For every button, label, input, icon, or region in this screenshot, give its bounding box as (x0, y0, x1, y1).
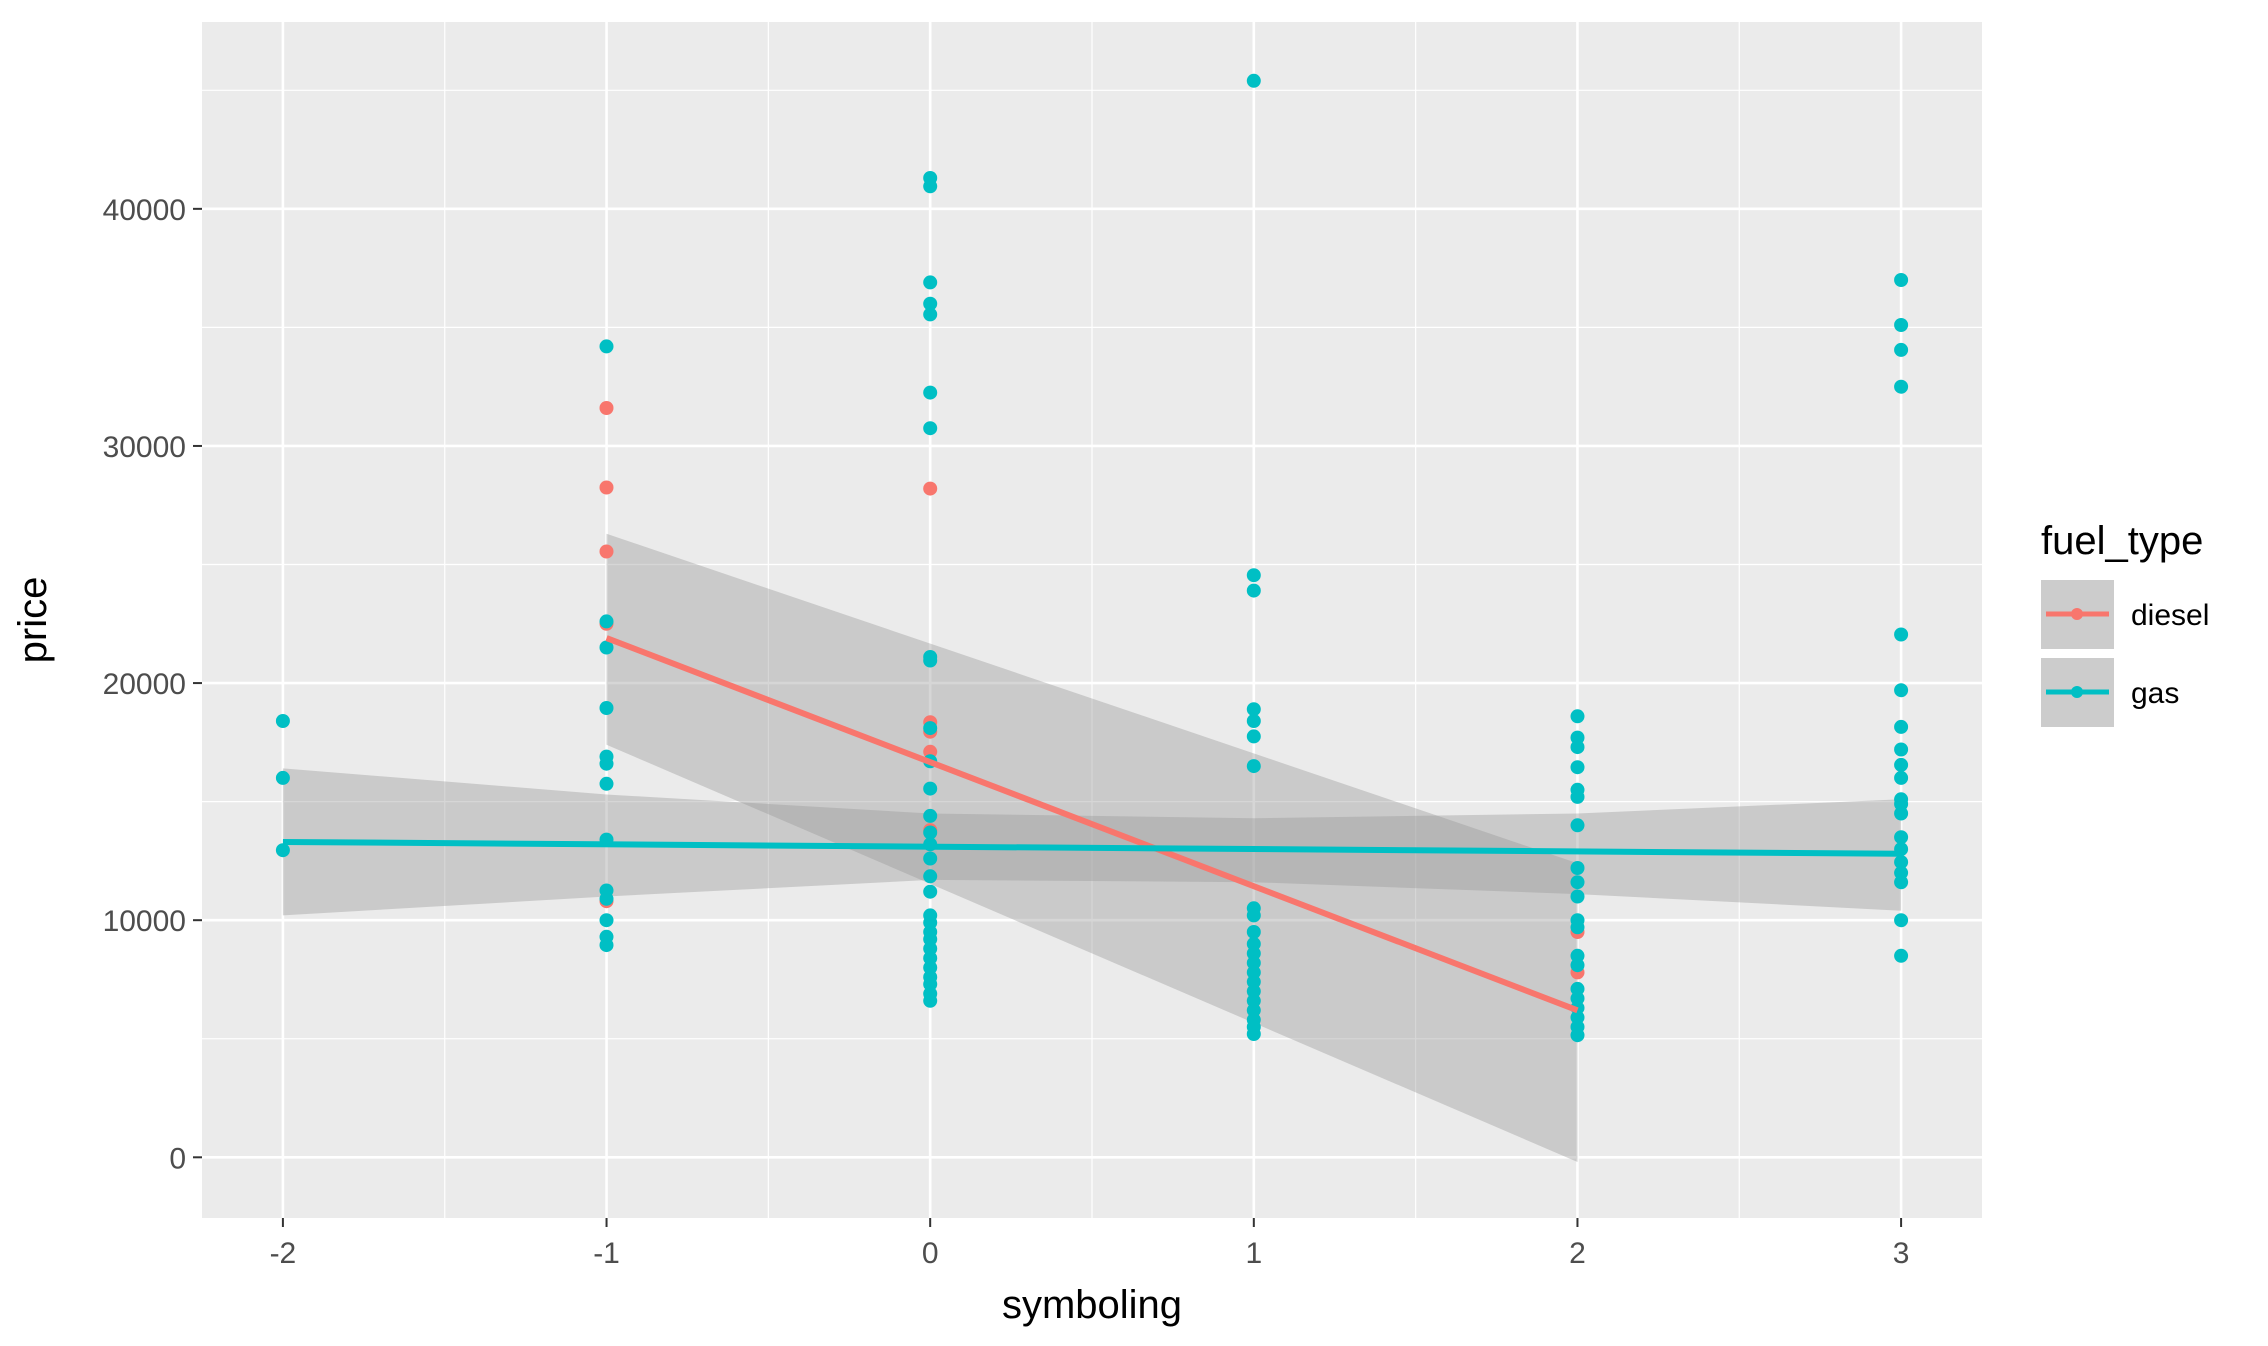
point-gas (1570, 760, 1585, 775)
point-gas (599, 938, 614, 953)
point-gas (923, 179, 938, 194)
point-gas (599, 891, 614, 906)
point-gas (923, 296, 938, 311)
legend-key-diesel-point (2071, 608, 2083, 620)
legend-title: fuel_type (2041, 519, 2203, 563)
point-gas (923, 993, 938, 1008)
x-axis-title: symboling (1002, 1283, 1182, 1327)
point-gas (1894, 627, 1909, 642)
ci-band-gas (282, 768, 1902, 916)
point-gas (923, 307, 938, 322)
x-tick-label: -1 (593, 1237, 620, 1270)
point-gas (1894, 770, 1909, 785)
point-gas (1246, 714, 1261, 728)
point-gas (923, 808, 938, 823)
y-tick-label: 10000 (103, 905, 186, 938)
point-gas (1894, 379, 1909, 394)
point-gas (923, 869, 938, 884)
point-gas (1570, 920, 1585, 935)
point-gas (1894, 273, 1909, 287)
legend-key-gas-point (2071, 686, 2083, 698)
y-tick-label: 40000 (103, 194, 186, 227)
point-gas (1570, 740, 1585, 755)
point-gas (1570, 789, 1585, 804)
point-gas (1246, 908, 1261, 923)
point-diesel (599, 544, 614, 559)
point-gas (1894, 318, 1909, 332)
point-gas (1246, 702, 1261, 717)
point-gas (1246, 73, 1261, 88)
point-gas (923, 781, 938, 796)
point-gas (1570, 958, 1585, 973)
x-tick-label: 1 (1245, 1237, 1262, 1270)
point-diesel (599, 480, 614, 495)
point-gas (1570, 889, 1585, 904)
point-gas (1894, 342, 1909, 357)
point-gas (923, 275, 938, 290)
y-tick-label: 30000 (103, 431, 186, 464)
point-gas (599, 614, 614, 629)
y-tick-label: 0 (169, 1142, 186, 1175)
point-gas (1570, 818, 1585, 833)
point-gas (1570, 861, 1585, 875)
x-tick-label: -2 (270, 1237, 297, 1270)
point-gas (1894, 806, 1909, 821)
point-gas (1246, 1027, 1261, 1041)
point-gas (599, 913, 614, 928)
point-gas (599, 756, 614, 771)
x-tick-label: 0 (922, 1237, 939, 1270)
data-points (275, 73, 1909, 1043)
point-gas (1246, 583, 1261, 598)
legend-label-diesel: diesel (2131, 599, 2209, 632)
point-gas (599, 776, 614, 791)
point-gas (923, 421, 938, 436)
point-gas (1246, 925, 1261, 939)
legend-label-gas: gas (2131, 677, 2179, 710)
point-gas (1570, 709, 1585, 724)
point-gas (1894, 913, 1909, 928)
fit-line-diesel (605, 635, 1579, 1014)
axis-ticks (193, 207, 1903, 1227)
point-gas (1894, 830, 1909, 845)
point-gas (1894, 719, 1909, 734)
point-diesel (599, 401, 614, 415)
point-gas (1894, 875, 1909, 890)
point-gas (599, 640, 614, 655)
point-gas (923, 721, 938, 736)
point-gas (1246, 729, 1261, 744)
point-gas (1894, 855, 1909, 870)
point-gas (1246, 759, 1261, 774)
point-gas (599, 339, 614, 354)
fit-line-gas (282, 838, 1902, 857)
point-gas (1894, 742, 1909, 757)
point-gas (275, 714, 290, 728)
x-tick-labels: -2 -1 0 1 2 3 (270, 1237, 1910, 1270)
point-gas (923, 851, 938, 866)
x-tick-label: 3 (1893, 1237, 1910, 1270)
point-gas (923, 653, 938, 668)
point-diesel (923, 481, 938, 496)
grid-major (202, 22, 1982, 1218)
fit-lines (282, 635, 1902, 1014)
x-tick-label: 2 (1569, 1237, 1586, 1270)
y-tick-label: 20000 (103, 668, 186, 701)
point-gas (275, 770, 290, 785)
y-tick-labels: 0 10000 20000 30000 40000 (103, 194, 186, 1175)
point-gas (1894, 683, 1909, 698)
point-gas (275, 843, 290, 858)
point-gas (923, 385, 938, 400)
point-gas (1246, 568, 1261, 583)
point-gas (1894, 757, 1909, 772)
point-gas (1894, 948, 1909, 963)
point-gas (1570, 875, 1585, 890)
point-gas (599, 701, 614, 715)
grid-minor (202, 22, 1982, 1218)
legend: fuel_type diesel gas (2041, 519, 2209, 727)
point-gas (923, 884, 938, 899)
point-gas (1570, 1028, 1585, 1043)
y-axis-title: price (11, 577, 55, 664)
point-gas (923, 825, 938, 840)
